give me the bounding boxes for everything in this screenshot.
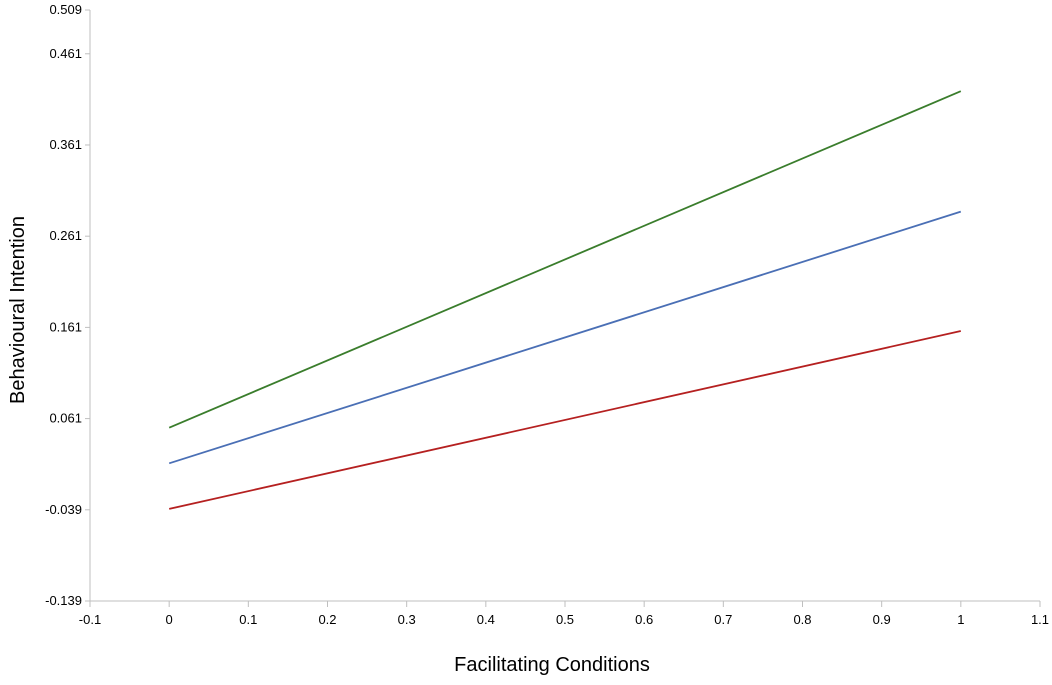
x-tick-label: 0.8 — [793, 612, 811, 627]
series-line-1 — [168, 90, 962, 429]
x-tick-label: 0.5 — [556, 612, 574, 627]
x-tick-label: 1.1 — [1031, 612, 1049, 627]
y-axis-title: Behavioural Intention — [7, 216, 29, 404]
x-tick-label: 0.2 — [318, 612, 336, 627]
series-line-2 — [168, 210, 962, 465]
x-tick-label: 0.4 — [477, 612, 495, 627]
x-tick-label: 0 — [166, 612, 173, 627]
x-axis-title: Facilitating Conditions — [454, 654, 650, 676]
y-tick-label: 0.509 — [49, 2, 82, 17]
x-tick-label: 0.3 — [398, 612, 416, 627]
y-tick-label: 0.161 — [49, 319, 82, 334]
y-tick-label: 0.461 — [49, 46, 82, 61]
series-layer — [168, 90, 962, 510]
x-tick-label: 0.1 — [239, 612, 257, 627]
x-tick-label: 0.9 — [873, 612, 891, 627]
x-axis: -0.1 0 0.1 0.2 0.3 0.4 0.5 0.6 0.7 0.8 0.9 1 1.1 — [79, 600, 1049, 627]
y-axis: 0.509 0.461 0.361 0.261 0.161 0.061 -0.039 -0.1… — [45, 2, 91, 608]
x-tick-label: 0.7 — [714, 612, 732, 627]
y-tick-label: -0.139 — [45, 593, 82, 608]
series-line-3 — [169, 330, 961, 510]
y-tick-label: -0.039 — [45, 502, 82, 517]
y-tick-label: 0.061 — [49, 411, 82, 426]
x-tick-label: 1 — [957, 612, 964, 627]
y-tick-label: 0.261 — [49, 228, 82, 243]
x-tick-label: 0.6 — [635, 612, 653, 627]
x-tick-label: -0.1 — [79, 612, 101, 627]
y-tick-label: 0.361 — [49, 137, 82, 152]
